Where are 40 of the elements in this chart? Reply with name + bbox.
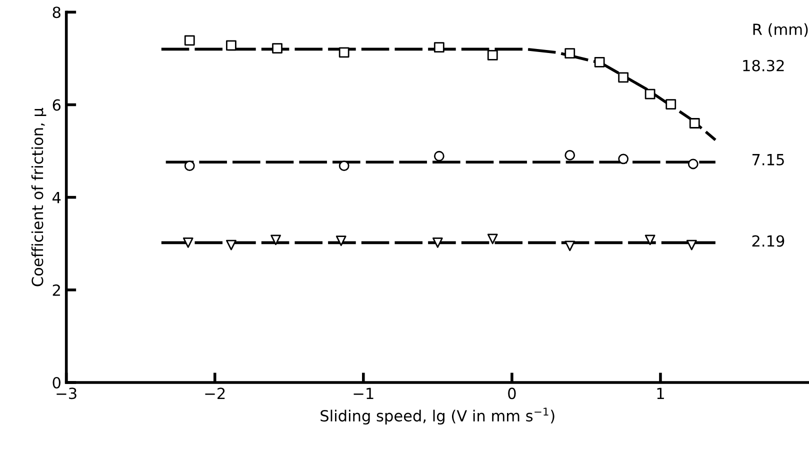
point — [564, 240, 576, 252]
point — [618, 154, 629, 164]
point — [688, 158, 698, 170]
point — [644, 88, 656, 100]
point — [272, 43, 282, 54]
text: 2.19 — [752, 235, 784, 247]
x-tick-label: 1 — [657, 388, 664, 399]
point — [434, 150, 444, 162]
x-tick-label: −2 — [205, 388, 225, 399]
x-axis-title: Sliding speed, lg (V in mm s$^{−1}$) — [320, 408, 554, 425]
point — [689, 118, 700, 128]
point — [270, 234, 281, 246]
point — [434, 42, 444, 53]
y-tick-label: 2 — [52, 284, 60, 296]
point — [184, 35, 195, 46]
point — [432, 238, 443, 248]
text: 18.32 — [743, 60, 784, 72]
point — [226, 40, 236, 51]
point — [644, 234, 656, 246]
x-tick-label: −1 — [354, 388, 374, 399]
y-tick-label: 8 — [52, 6, 60, 18]
point — [338, 47, 350, 58]
point — [487, 50, 498, 60]
point — [226, 240, 236, 250]
y-tick-label: 0 — [52, 376, 60, 389]
point — [686, 240, 697, 250]
point — [564, 150, 576, 160]
point — [564, 48, 576, 59]
x-tick-label: 0 — [508, 388, 516, 400]
y-tick-label: 6 — [52, 99, 61, 111]
y-tick-label: 4 — [52, 192, 61, 204]
point — [594, 56, 605, 68]
y-axis-title: Coefficient of friction, μ — [31, 108, 46, 286]
text: 7.15 — [752, 154, 784, 166]
point — [182, 238, 194, 248]
x-tick-label: −3 — [56, 388, 76, 400]
legend-title: R (mm) — [753, 23, 808, 37]
point — [666, 99, 676, 110]
point — [487, 234, 498, 244]
point — [618, 72, 629, 83]
